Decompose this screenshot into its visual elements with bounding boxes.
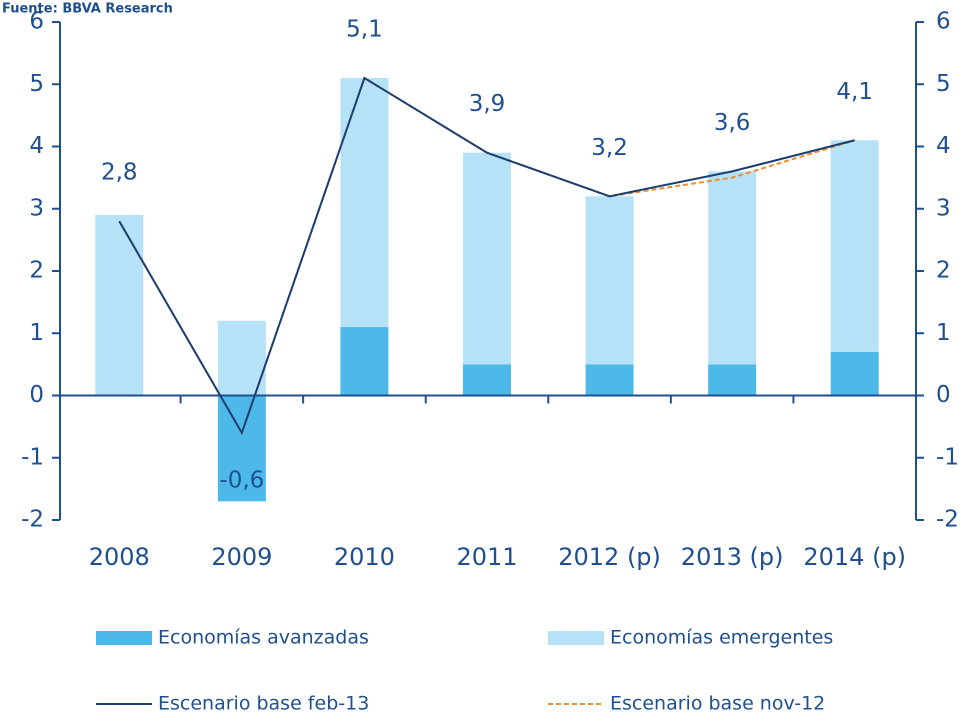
y2-tick-label: 4 — [936, 133, 951, 159]
source: Fuente: BBVA Research — [2, 2, 173, 17]
value-label: -0,6 — [219, 467, 264, 493]
legend-swatch — [548, 631, 604, 645]
y-tick-label: -2 — [21, 507, 44, 533]
y-tick-label: 6 — [29, 9, 44, 35]
bar — [217, 395, 266, 502]
y2-tick-label: 2 — [936, 258, 951, 284]
bar — [830, 351, 879, 396]
y-tick-label: 2 — [29, 258, 44, 284]
y2-tick-label: -2 — [936, 507, 959, 533]
value-label: 2,8 — [101, 160, 138, 186]
x-tick-label: 2012 (p) — [558, 543, 661, 571]
bar — [708, 364, 757, 396]
bar — [585, 196, 634, 365]
value-label: 5,1 — [346, 17, 383, 43]
bar — [708, 171, 757, 365]
legend-label: Escenario base nov-12 — [610, 693, 825, 712]
value-label: 3,6 — [714, 110, 751, 136]
bar — [463, 152, 511, 365]
x-tick-label: 2014 (p) — [803, 543, 906, 571]
y2-tick-label: 1 — [936, 320, 951, 346]
y-tick-label: 1 — [29, 320, 44, 346]
bar — [340, 78, 389, 328]
legend-label: Economías avanzadas — [158, 627, 369, 649]
bar — [95, 214, 144, 396]
legend-swatch — [96, 631, 152, 645]
value-label: 4,1 — [836, 79, 873, 105]
bar — [585, 364, 634, 396]
x-tick-label: 2008 — [89, 543, 150, 571]
x-tick-label: 2011 — [456, 543, 517, 571]
bar — [340, 327, 389, 396]
value-label: 3,2 — [591, 135, 628, 161]
y-tick-label: 5 — [29, 71, 44, 97]
legend-label: Escenario base feb-13 — [158, 693, 369, 712]
x-tick-label: 2009 — [211, 543, 272, 571]
bar — [830, 140, 879, 352]
y-tick-label: -1 — [21, 444, 44, 470]
x-tick-label: 2010 — [334, 543, 395, 571]
y-tick-label: 4 — [29, 133, 44, 159]
x-tick-label: 2013 (p) — [681, 543, 784, 571]
legend-label: Economías emergentes — [610, 627, 833, 649]
y2-tick-label: 5 — [936, 71, 951, 97]
y-tick-label: 0 — [29, 382, 44, 408]
value-label: 3,9 — [469, 91, 506, 117]
y2-tick-label: -1 — [936, 444, 959, 470]
y2-tick-label: 3 — [936, 195, 951, 221]
bar — [217, 320, 266, 396]
line-series — [118, 76, 855, 436]
y2-tick-label: 6 — [936, 9, 951, 35]
y-tick-label: 3 — [29, 195, 44, 221]
y2-tick-label: 0 — [936, 382, 951, 408]
bar — [463, 364, 511, 396]
